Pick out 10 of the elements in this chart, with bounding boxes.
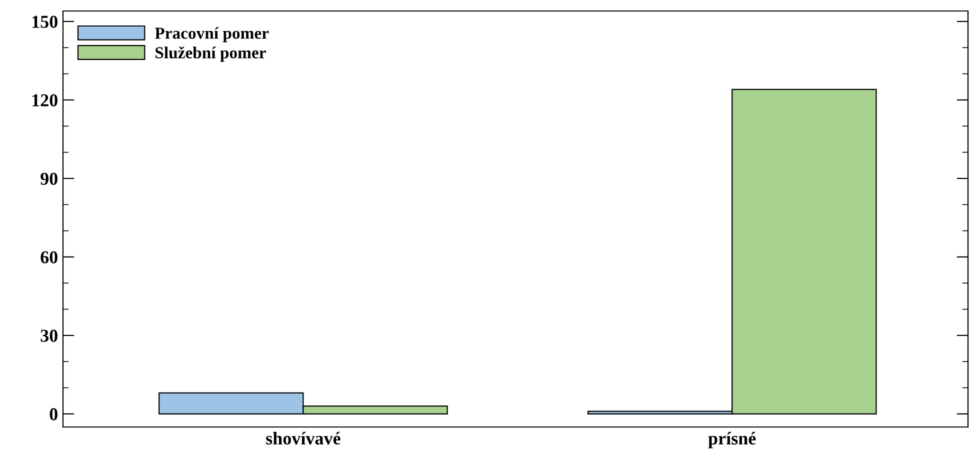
legend-label: Služební pomer (156, 46, 266, 62)
y-tick-label: 120 (32, 94, 58, 106)
x-tick-label: shovívavé (266, 432, 340, 445)
y-tick-label: 30 (40, 330, 58, 342)
y-tick-label: 0 (50, 408, 58, 420)
y-tick-label: 90 (40, 172, 58, 185)
y-tick-label: 60 (40, 251, 58, 264)
y-tick-label: 150 (32, 16, 58, 28)
legend-label: Pracovní pomer (154, 27, 269, 42)
x-tick-label: prísné (708, 432, 756, 448)
